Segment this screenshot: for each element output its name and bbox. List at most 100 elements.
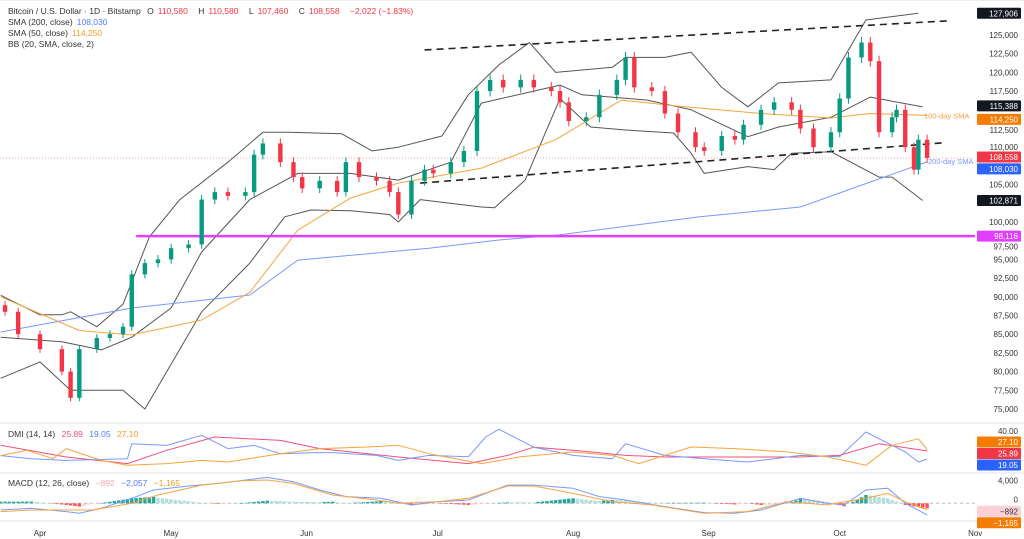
candle-body (702, 147, 707, 151)
bb-upper-price-label-text: 127,906 (989, 9, 1018, 18)
candle-body (531, 79, 537, 88)
macd-histogram-bar (226, 503, 230, 504)
candle (300, 172, 305, 194)
macd-histogram-bar (143, 497, 147, 504)
macd-axis-tick: 4,000 (998, 477, 1019, 486)
macd-histogram-bar (492, 503, 497, 504)
macd-histogram-bar (256, 501, 261, 504)
high-label: H (198, 6, 205, 16)
macd-histogram-bar (580, 499, 584, 504)
candle-body (741, 124, 746, 140)
adx-value-label: 27.10 (977, 436, 1021, 448)
macd-histogram-value-label: −892 (977, 505, 1021, 517)
macd-histogram-bar (750, 503, 755, 504)
dmi-plus-value-label: 19.05 (977, 459, 1021, 471)
candle-body (789, 102, 794, 110)
candle-body (291, 162, 296, 178)
macd-histogram-bar (741, 503, 746, 504)
macd-histogram-bar (689, 502, 693, 504)
candle-body (155, 259, 161, 264)
legend-macd[interactable]: MACD (12, 26, close) −892 −2,057 −1,165 (8, 478, 184, 488)
candle (2, 301, 8, 316)
candle (129, 270, 134, 331)
macd-histogram-bar (864, 494, 868, 504)
macd-histogram-bar (772, 503, 776, 505)
macd-histogram-bar (654, 502, 658, 504)
macd-histogram-bar (868, 495, 872, 504)
candle-body (2, 305, 8, 312)
macd-histogram-bar (291, 501, 296, 504)
macd-histogram-bar (7, 501, 12, 504)
support-price-label: 98,116 (977, 230, 1021, 242)
open-value: 110,580 (157, 6, 188, 16)
macd-histogram-bar (322, 502, 326, 504)
macd-histogram-bar (829, 502, 833, 504)
dmi-value-3: 27.10 (116, 429, 139, 439)
candle (837, 93, 842, 138)
candle-body (343, 162, 349, 193)
macd-histogram-bar (173, 499, 178, 504)
macd-histogram-bar (785, 503, 789, 504)
candle-body (837, 98, 842, 133)
bb-middle-price-label-text: 115,388 (990, 102, 1019, 111)
macd-histogram-bar (3, 501, 7, 504)
candle (243, 187, 248, 201)
macd-histogram-bar (921, 503, 925, 508)
candle-body (549, 87, 554, 92)
macd-histogram-bar (234, 503, 239, 504)
candle (702, 142, 707, 156)
macd-histogram-bar (527, 502, 532, 504)
sma50-line (0, 99, 928, 336)
macd-histogram-bar (68, 503, 73, 506)
sma200-line (0, 161, 928, 333)
candle (409, 176, 414, 220)
macd-histogram-bar (134, 498, 138, 504)
legend-sma200[interactable]: SMA (200, close) 108,030 (8, 17, 417, 28)
upper-channel-trendline (424, 19, 950, 51)
candle (142, 258, 148, 279)
macd-histogram-bar (457, 503, 462, 505)
candle-body (374, 177, 379, 181)
adx-value-label-text: 27.10 (998, 438, 1019, 447)
candle (487, 74, 493, 97)
candle (623, 51, 628, 86)
macd-histogram-bar (505, 502, 510, 504)
macd-histogram-bar (453, 503, 457, 505)
macd-histogram-bar (130, 498, 134, 504)
macd-histogram-bar (331, 501, 335, 504)
macd-histogram-bar (768, 503, 772, 505)
macd-histogram-bar (147, 497, 151, 504)
legend-dmi[interactable]: DMI (14, 14) 25.89 19.05 27.10 (8, 429, 142, 439)
macd-histogram-bar (532, 502, 536, 504)
legend-bb[interactable]: BB (20, SMA, close, 2) (8, 39, 417, 50)
candle (614, 74, 620, 101)
macd-histogram-bar (90, 503, 95, 504)
macd-histogram-bar (558, 499, 562, 504)
macd-histogram-bar (300, 501, 304, 504)
macd-histogram-bar (886, 498, 890, 504)
price-axis-tick: 95,000 (994, 255, 1019, 264)
support-price-label-bg (977, 230, 1021, 242)
sma50-label: SMA (50, close) (8, 28, 68, 38)
legend-sma50[interactable]: SMA (50, close) 114,250 (8, 28, 417, 39)
bb-label: BB (20, SMA, close, 2) (8, 39, 94, 49)
candle (77, 345, 82, 402)
macd-histogram-bar (427, 503, 431, 505)
macd-histogram-bar (746, 503, 750, 504)
macd-histogram-bar (95, 503, 99, 504)
macd-histogram-bar (12, 501, 16, 504)
macd-histogram-bar (33, 502, 38, 504)
sma200-value: 108,030 (76, 17, 108, 27)
macd-histogram-bar (567, 498, 571, 504)
macd-histogram-bar (667, 502, 671, 504)
macd-histogram-bar (431, 503, 435, 504)
macd-histogram-bar (536, 501, 540, 504)
candle (916, 134, 921, 175)
dmi-minus-value-label-text: 25.89 (998, 450, 1019, 459)
bb-upper-line (0, 12, 919, 328)
support-price-label-text: 98,116 (994, 232, 1018, 241)
candle-body (732, 135, 738, 140)
candle-body (771, 102, 777, 110)
